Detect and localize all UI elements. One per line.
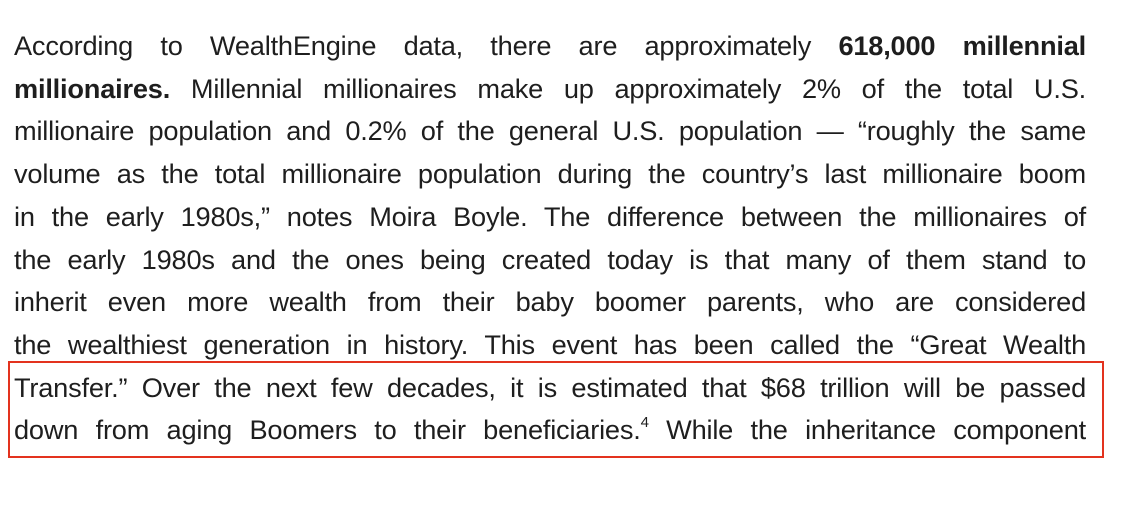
text-line-2: millionaires. Millennial millionaires ma… [14, 72, 1086, 104]
text-line-9: Transfer.” Over the next few decades, it… [14, 371, 1086, 403]
text-line-8: the wealthiest generation in history. Th… [14, 328, 1086, 360]
text-line-5: in the early 1980s,” notes Moira Boyle. … [14, 200, 1086, 232]
footnote-marker: 4 [640, 414, 649, 432]
highlight-box [8, 361, 1104, 458]
text-line-6: the early 1980s and the ones being creat… [14, 243, 1086, 275]
bold-stat: 618,000 millennial [838, 30, 1086, 61]
text-line-10: down from aging Boomers to their benefic… [14, 414, 1086, 446]
text-line-7: inherit even more wealth from their baby… [14, 286, 1086, 318]
article-paragraph: According to WealthEngine data, there ar… [14, 25, 1086, 452]
bold-stat-continued: millionaires. [14, 72, 171, 104]
text-line-3: millionaire population and 0.2% of the g… [14, 115, 1086, 147]
text-line-1: According to WealthEngine data, there ar… [14, 30, 1086, 61]
text-line-4: volume as the total millionaire populati… [14, 158, 1086, 190]
